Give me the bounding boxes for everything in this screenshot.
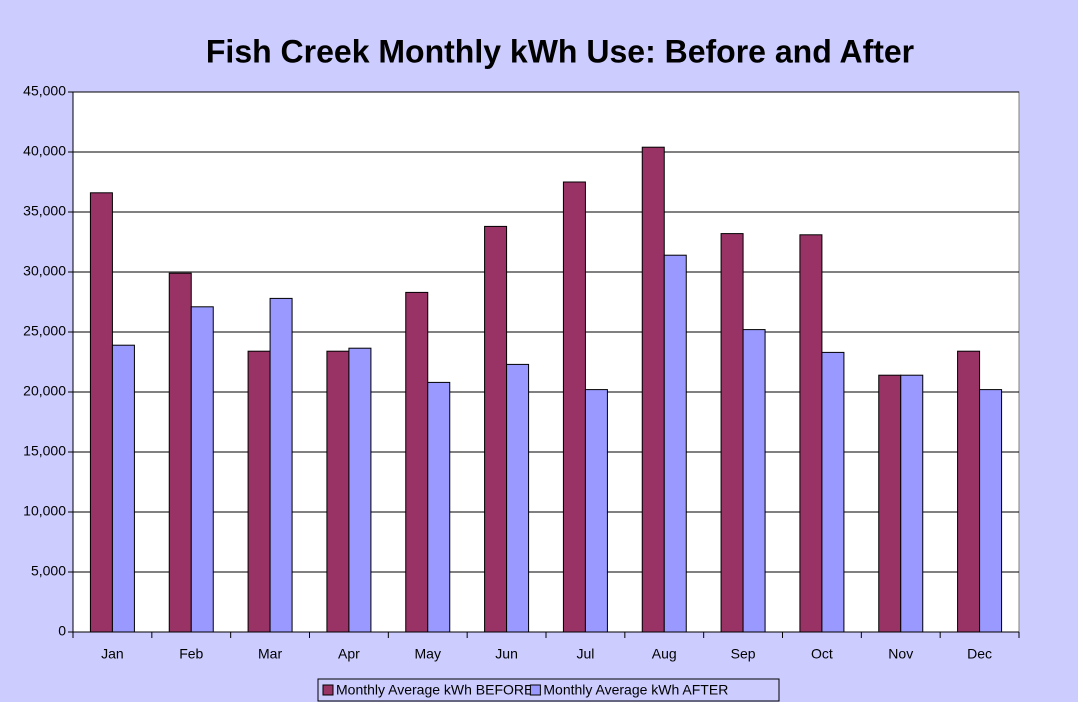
y-tick-label: 5,000	[31, 563, 66, 579]
y-tick-label: 15,000	[23, 443, 66, 459]
legend-box	[317, 678, 780, 702]
chart-title: Fish Creek Monthly kWh Use: Before and A…	[206, 33, 914, 69]
bar	[168, 272, 192, 633]
bar	[900, 374, 924, 633]
x-tick-label: Jan	[101, 646, 124, 662]
bar	[89, 192, 113, 633]
bar	[348, 347, 372, 633]
legend-swatch	[529, 684, 541, 696]
bar	[742, 329, 766, 633]
y-tick-label: 20,000	[23, 383, 66, 399]
bar	[111, 344, 135, 633]
bar	[190, 306, 214, 633]
bar	[562, 181, 586, 633]
y-tick-label: 45,000	[23, 83, 66, 99]
x-tick-label: Apr	[338, 646, 360, 662]
x-tick-label: Mar	[258, 646, 282, 662]
bar	[799, 234, 823, 633]
bar	[878, 374, 902, 633]
bar	[326, 350, 350, 633]
x-tick-label: Jul	[576, 646, 594, 662]
x-tick-label: Jun	[495, 646, 518, 662]
y-tick-label: 30,000	[23, 263, 66, 279]
bar	[427, 381, 451, 633]
bar	[957, 350, 981, 633]
bar	[247, 350, 271, 633]
bar	[405, 291, 429, 633]
legend-label: Monthly Average kWh AFTER	[543, 682, 728, 698]
y-tick-label: 25,000	[23, 323, 66, 339]
x-tick-label: May	[415, 646, 441, 662]
y-tick-label: 0	[58, 623, 66, 639]
bar	[979, 389, 1003, 633]
x-tick-label: Oct	[811, 646, 833, 662]
legend-label: Monthly Average kWh BEFORE	[336, 682, 533, 698]
x-tick-label: Feb	[179, 646, 203, 662]
bar	[663, 254, 687, 633]
bar	[484, 225, 508, 633]
bar	[269, 297, 293, 633]
bar	[821, 351, 845, 633]
legend-swatch	[322, 684, 334, 696]
x-tick-label: Nov	[888, 646, 913, 662]
x-tick-label: Aug	[652, 646, 677, 662]
y-tick-label: 10,000	[23, 503, 66, 519]
x-tick-label: Sep	[731, 646, 756, 662]
bar	[584, 389, 608, 633]
y-tick-label: 40,000	[23, 143, 66, 159]
bar	[506, 363, 530, 633]
plot-area	[72, 91, 1020, 633]
x-tick-label: Dec	[967, 646, 992, 662]
y-tick-label: 35,000	[23, 203, 66, 219]
bar	[720, 233, 744, 633]
bar	[641, 146, 665, 633]
